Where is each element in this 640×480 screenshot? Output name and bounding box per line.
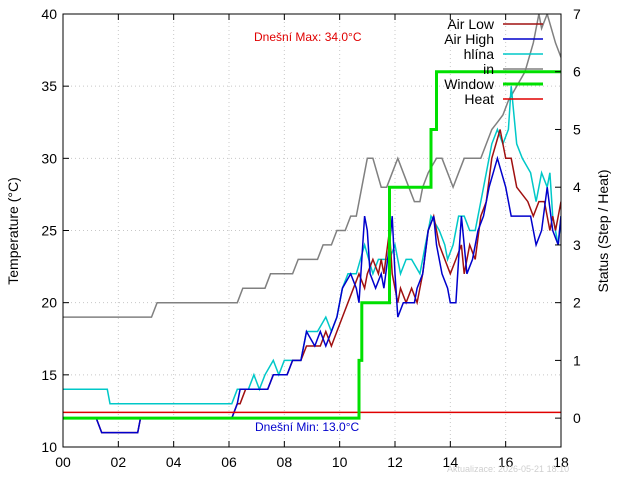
y2-tick-label: 4 <box>573 179 581 195</box>
legend-label: in <box>483 61 494 77</box>
x-axis: 00 02 04 06 08 10 12 14 16 18 <box>55 14 569 470</box>
x-tick-label: 04 <box>166 454 182 470</box>
legend-label: Window <box>444 76 495 92</box>
x-tick-label: 18 <box>553 454 569 470</box>
y-tick-label: 35 <box>41 78 57 94</box>
update-timestamp: Aktualizace: 2026-05-21 18:10 <box>447 464 569 474</box>
y2-tick-label: 1 <box>573 352 581 368</box>
x-tick-label: 00 <box>55 454 71 470</box>
legend-label: Air High <box>444 31 494 47</box>
legend-label: Heat <box>464 91 494 107</box>
y2-tick-label: 3 <box>573 237 581 253</box>
min-temperature-annotation: Dnešní Min: 13.0°C <box>255 420 360 434</box>
y2-tick-label: 7 <box>573 6 581 22</box>
y-tick-label: 25 <box>41 223 57 239</box>
x-tick-label: 02 <box>111 454 127 470</box>
x-tick-label: 12 <box>387 454 403 470</box>
legend-label: Air Low <box>447 16 495 32</box>
max-temperature-annotation: Dnešní Max: 34.0°C <box>254 30 362 44</box>
y2-axis-title: Status (Step / Heat) <box>595 170 611 293</box>
y2-tick-label: 6 <box>573 64 581 80</box>
series-line-air-high <box>63 155 561 434</box>
y-tick-label: 40 <box>41 6 57 22</box>
x-tick-label: 10 <box>332 454 348 470</box>
series-line-window <box>63 70 561 420</box>
y2-axis: 0 1 2 3 4 5 6 7 <box>555 6 581 426</box>
legend-label: hlína <box>464 46 495 62</box>
series-line-hl-na <box>63 86 561 405</box>
series-layer <box>63 14 561 434</box>
y-tick-label: 10 <box>41 439 57 455</box>
y-tick-label: 15 <box>41 367 57 383</box>
y2-tick-label: 0 <box>573 410 581 426</box>
x-tick-label: 08 <box>277 454 293 470</box>
y-axis: 10 15 20 25 30 35 40 <box>41 6 69 455</box>
x-tick-label: 14 <box>443 454 459 470</box>
y-tick-label: 30 <box>41 150 57 166</box>
y2-tick-label: 2 <box>573 295 581 311</box>
y-tick-label: 20 <box>41 295 57 311</box>
x-tick-label: 16 <box>498 454 514 470</box>
y-axis-title: Temperature (°C) <box>5 177 21 285</box>
x-tick-label: 06 <box>221 454 237 470</box>
y2-tick-label: 5 <box>573 121 581 137</box>
